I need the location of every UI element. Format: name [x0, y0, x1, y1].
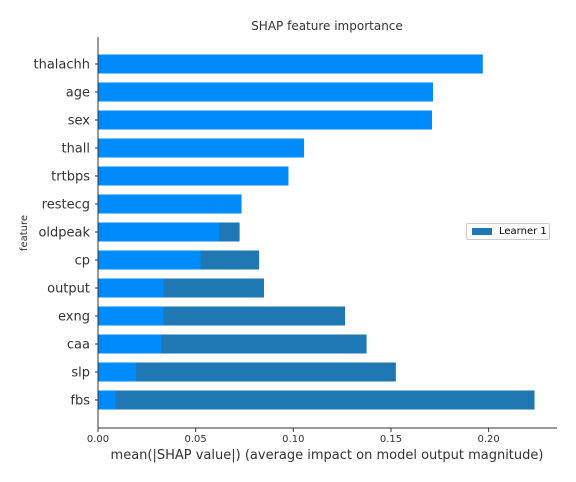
- x-ticks: 0.00 0.05 0.10 0.15 0.20: [87, 428, 500, 445]
- legend-swatch: [472, 228, 492, 235]
- x-tick-label: 0.00: [87, 434, 109, 445]
- x-tick-label: 0.20: [478, 434, 500, 445]
- x-tick-label: 0.05: [185, 434, 207, 445]
- legend: Learner 1: [466, 223, 550, 240]
- y-tick-label-age: age: [66, 86, 90, 101]
- chart-title: SHAP feature importance: [251, 19, 403, 33]
- y-tick-label-thall: thall: [61, 142, 90, 157]
- y-tick-label-caa: caa: [67, 338, 90, 353]
- legend-label: Learner 1: [499, 226, 547, 237]
- y-axis-label: feature: [19, 215, 30, 251]
- y-tick-label-fbs: fbs: [70, 394, 90, 409]
- y-tick-label-cp: cp: [75, 254, 90, 269]
- y-tick-label-sex: sex: [68, 114, 91, 129]
- bar-slp-series-2: [98, 362, 137, 382]
- bars-group: [98, 54, 535, 410]
- bar-caa-series-1: [98, 334, 367, 354]
- x-tick-label: 0.15: [380, 434, 402, 445]
- bar-sex-series-2: [98, 110, 432, 130]
- bar-fbs-series-1: [98, 390, 535, 410]
- bar-thalachh-series-2: [98, 54, 483, 74]
- y-tick-label-thalachh: thalachh: [33, 58, 90, 73]
- y-tick-label-oldpeak: oldpeak: [38, 226, 90, 241]
- bar-age-series-2: [98, 82, 433, 102]
- y-tick-label-restecg: restecg: [42, 198, 90, 213]
- bar-fbs-series-2: [98, 390, 116, 410]
- bar-output-series-2: [98, 278, 164, 298]
- bar-caa-series-2: [98, 334, 162, 354]
- y-tick-labels: thalachh age sex thall trtbps restecg oldpeak c…: [33, 58, 98, 409]
- bar-exng-series-2: [98, 306, 164, 326]
- bar-oldpeak-series-2: [98, 222, 220, 242]
- y-tick-label-slp: slp: [71, 366, 90, 381]
- bar-cp-series-2: [98, 250, 201, 270]
- bar-restecg-series-2: [98, 194, 242, 214]
- x-tick-label: 0.10: [282, 434, 304, 445]
- bar-trtbps-series-2: [98, 166, 289, 186]
- y-tick-label-trtbps: trtbps: [51, 170, 90, 185]
- y-tick-label-exng: exng: [58, 310, 90, 325]
- y-tick-label-output: output: [47, 282, 90, 297]
- bar-slp-series-1: [98, 362, 396, 382]
- x-axis-label: mean(|SHAP value|) (average impact on mo…: [111, 448, 544, 463]
- bar-thall-series-2: [98, 138, 305, 158]
